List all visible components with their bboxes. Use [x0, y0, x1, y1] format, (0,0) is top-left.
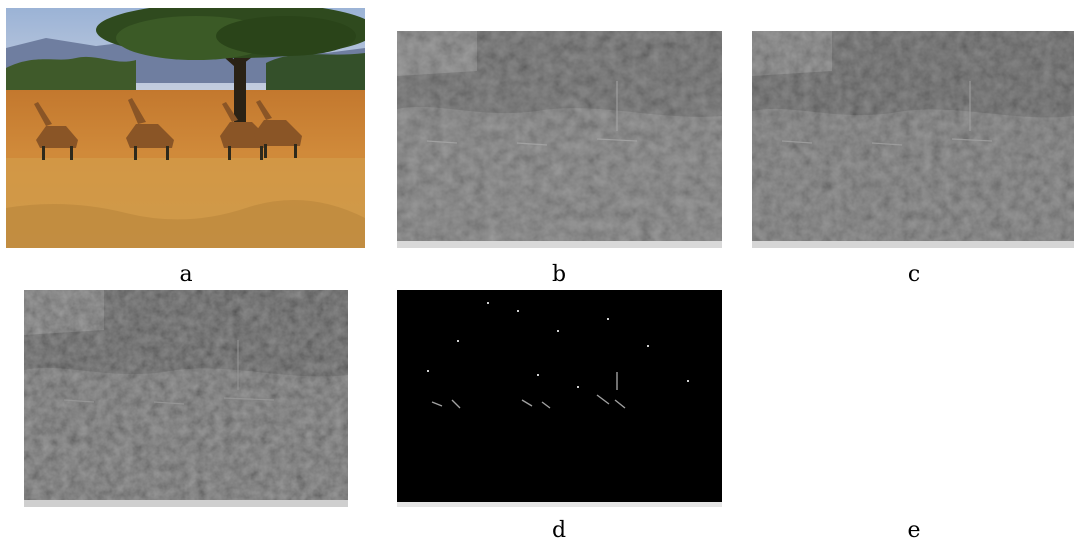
caption-e: e — [907, 518, 921, 543]
caption-c: c — [907, 262, 921, 287]
panel-c-relief-map — [752, 31, 1074, 248]
caption-d: d — [551, 518, 567, 543]
panel-e-edge-map — [397, 290, 722, 507]
relief-map-image — [752, 31, 1074, 248]
relief-map-image — [24, 290, 348, 507]
caption-b: b — [551, 262, 567, 287]
relief-map-image — [397, 31, 722, 248]
panel-d-relief-map — [24, 290, 348, 507]
panel-b-relief-map — [397, 31, 722, 248]
savanna-photo-image — [6, 8, 365, 248]
panel-a-photo — [6, 8, 365, 248]
edge-map-image — [397, 290, 722, 507]
caption-a: a — [179, 262, 193, 287]
